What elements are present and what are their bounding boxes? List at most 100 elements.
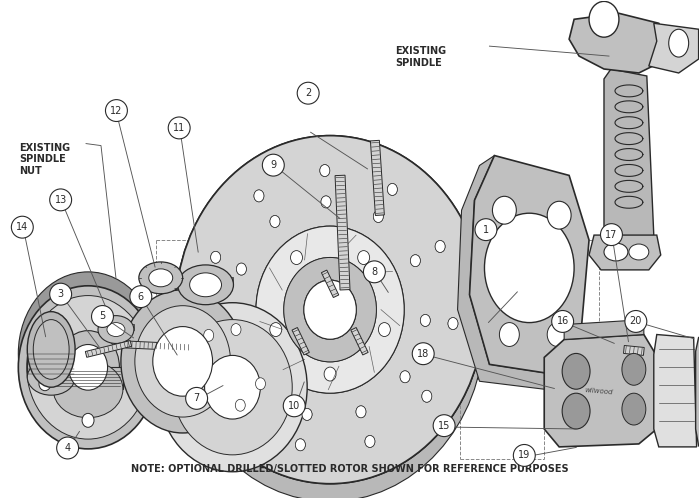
Circle shape <box>363 261 386 283</box>
Ellipse shape <box>149 269 173 287</box>
Ellipse shape <box>629 244 649 260</box>
Circle shape <box>50 189 71 211</box>
Polygon shape <box>335 175 350 290</box>
Text: 11: 11 <box>173 123 186 133</box>
Circle shape <box>601 224 622 246</box>
Ellipse shape <box>589 1 619 37</box>
Ellipse shape <box>178 265 234 305</box>
Circle shape <box>475 219 497 241</box>
Ellipse shape <box>108 317 120 331</box>
Ellipse shape <box>107 322 125 336</box>
Ellipse shape <box>18 286 158 449</box>
Polygon shape <box>589 235 661 270</box>
Ellipse shape <box>204 329 214 341</box>
Text: 14: 14 <box>16 222 29 232</box>
Polygon shape <box>604 69 654 240</box>
Ellipse shape <box>448 317 458 329</box>
Ellipse shape <box>304 280 356 339</box>
Polygon shape <box>654 334 696 447</box>
Ellipse shape <box>204 329 214 341</box>
Text: 17: 17 <box>606 230 617 240</box>
Ellipse shape <box>668 29 689 57</box>
Text: 1: 1 <box>483 225 489 235</box>
Ellipse shape <box>373 211 384 223</box>
Ellipse shape <box>231 324 241 335</box>
Text: 18: 18 <box>417 349 429 359</box>
Polygon shape <box>351 327 368 355</box>
Ellipse shape <box>379 322 391 336</box>
Ellipse shape <box>400 371 410 383</box>
Text: 3: 3 <box>57 289 64 299</box>
Text: EXISTING
SPINDLE
NUT: EXISTING SPINDLE NUT <box>19 143 70 176</box>
Ellipse shape <box>135 306 230 417</box>
Text: 20: 20 <box>630 316 642 326</box>
Circle shape <box>50 283 71 305</box>
Text: 8: 8 <box>371 267 377 277</box>
Ellipse shape <box>422 390 432 402</box>
Ellipse shape <box>69 344 108 390</box>
Text: 2: 2 <box>305 88 312 98</box>
Text: 10: 10 <box>288 401 300 411</box>
Circle shape <box>552 310 573 332</box>
Ellipse shape <box>153 326 213 396</box>
Ellipse shape <box>365 436 375 448</box>
Ellipse shape <box>387 184 398 196</box>
Ellipse shape <box>139 262 183 294</box>
Ellipse shape <box>295 439 305 451</box>
Polygon shape <box>321 270 339 297</box>
Text: NOTE: OPTIONAL DRILLED/SLOTTED ROTOR SHOWN FOR REFERENCE PURPOSES: NOTE: OPTIONAL DRILLED/SLOTTED ROTOR SHO… <box>131 464 569 474</box>
Circle shape <box>186 387 208 409</box>
Polygon shape <box>458 156 554 389</box>
Polygon shape <box>98 323 134 329</box>
Ellipse shape <box>27 359 75 395</box>
Ellipse shape <box>39 377 51 391</box>
Circle shape <box>92 305 113 327</box>
Polygon shape <box>53 367 123 389</box>
Ellipse shape <box>410 254 420 266</box>
Ellipse shape <box>435 241 445 252</box>
Text: EXISTING
SPINDLE: EXISTING SPINDLE <box>395 46 447 68</box>
Ellipse shape <box>270 322 281 336</box>
Ellipse shape <box>373 211 384 223</box>
Ellipse shape <box>34 319 69 379</box>
Circle shape <box>57 437 78 459</box>
Ellipse shape <box>562 353 590 389</box>
Ellipse shape <box>204 355 260 419</box>
Ellipse shape <box>356 406 366 418</box>
Polygon shape <box>176 256 484 499</box>
Ellipse shape <box>55 317 67 331</box>
Polygon shape <box>370 140 384 216</box>
Ellipse shape <box>420 314 430 326</box>
Ellipse shape <box>410 254 420 266</box>
Ellipse shape <box>82 413 94 427</box>
Ellipse shape <box>254 190 264 202</box>
Ellipse shape <box>365 436 375 448</box>
Ellipse shape <box>420 314 430 326</box>
Ellipse shape <box>27 295 149 439</box>
Ellipse shape <box>98 316 134 343</box>
Polygon shape <box>18 353 158 367</box>
Ellipse shape <box>176 136 484 484</box>
Text: 5: 5 <box>99 311 106 321</box>
Ellipse shape <box>176 136 484 484</box>
Text: 15: 15 <box>438 421 450 431</box>
Ellipse shape <box>125 377 137 391</box>
Text: 6: 6 <box>138 291 144 301</box>
Ellipse shape <box>484 213 574 322</box>
Ellipse shape <box>448 317 458 329</box>
Polygon shape <box>470 156 589 374</box>
Text: wilwood: wilwood <box>584 387 613 395</box>
Ellipse shape <box>190 273 221 297</box>
Text: 19: 19 <box>518 451 531 461</box>
Ellipse shape <box>158 303 307 472</box>
Ellipse shape <box>211 251 220 263</box>
Ellipse shape <box>422 390 432 402</box>
Ellipse shape <box>237 263 246 275</box>
Ellipse shape <box>320 165 330 177</box>
Circle shape <box>284 395 305 417</box>
Ellipse shape <box>321 196 331 208</box>
Ellipse shape <box>284 257 377 362</box>
Ellipse shape <box>235 399 245 411</box>
Polygon shape <box>121 349 244 361</box>
Ellipse shape <box>295 439 305 451</box>
